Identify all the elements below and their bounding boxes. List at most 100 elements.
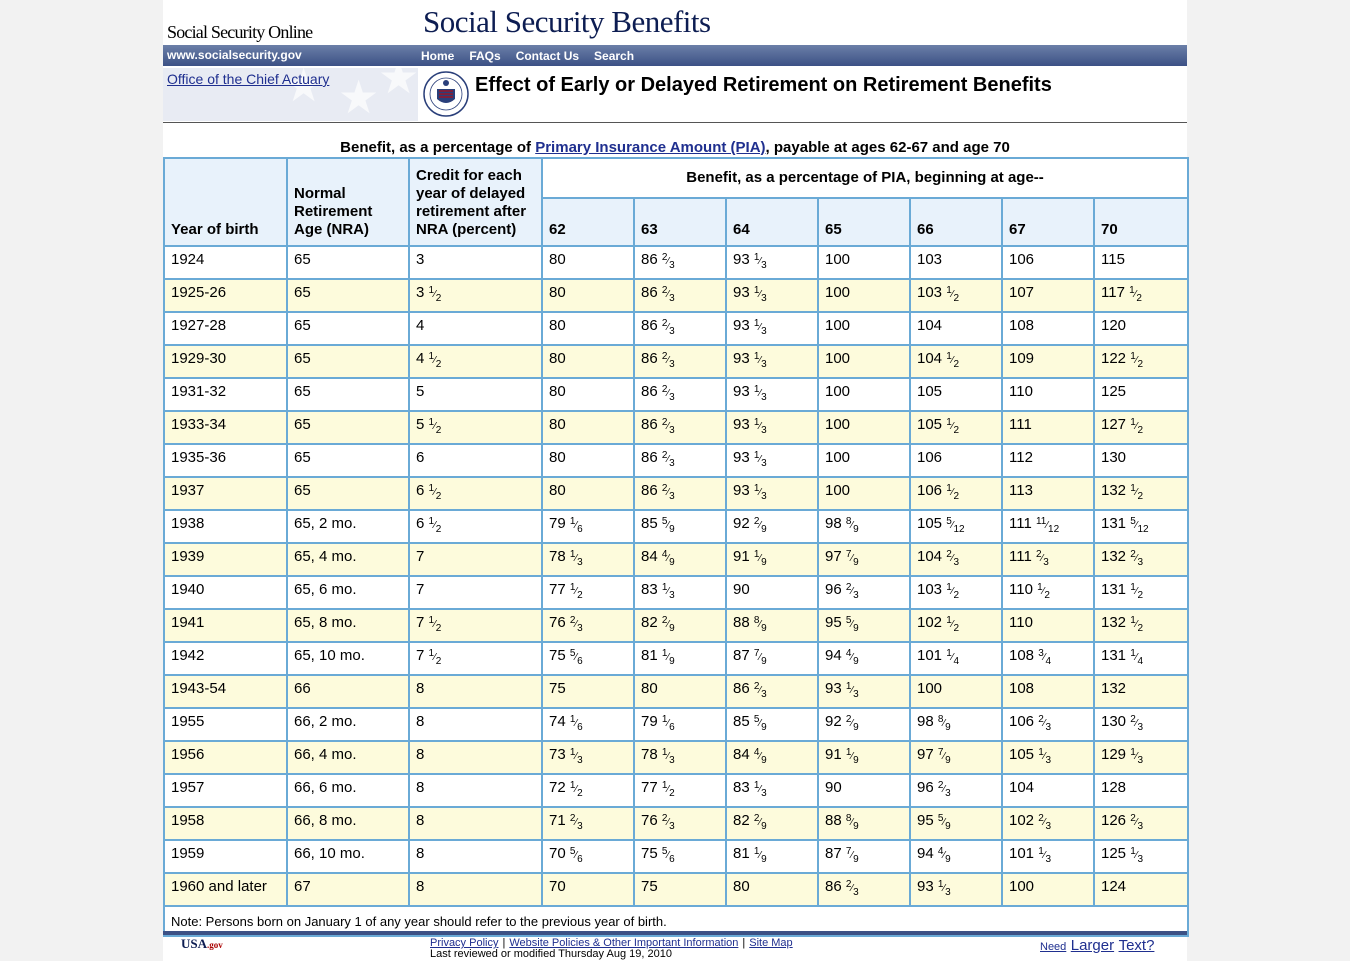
office-link[interactable]: Office of the Chief Actuary [167, 71, 330, 87]
cell-age-67: 107 [1001, 278, 1095, 313]
cell-age-66: 101 1⁄4 [909, 641, 1003, 676]
last-modified: Last reviewed or modified Thursday Aug 1… [430, 948, 672, 960]
cell-nra: 65 [286, 245, 410, 280]
divider [163, 122, 1187, 123]
cell-age-66: 96 2⁄3 [909, 773, 1003, 808]
nav-bar: www.socialsecurity.gov Home FAQs Contact… [163, 45, 1187, 66]
footer-bar [163, 931, 1187, 935]
page: Social Security Online Social Security B… [162, 0, 1190, 961]
cell-age-70: 125 1⁄3 [1092, 839, 1190, 874]
cell-age-70: 122 1⁄2 [1092, 344, 1190, 379]
cell-credit: 6 1⁄2 [408, 509, 543, 544]
cell-year: 1933-34 [163, 410, 288, 445]
table-row: 1958 66, 8 mo. 8 71 2⁄3 76 2⁄3 82 2⁄9 88 8⁄9 95… [163, 806, 1190, 841]
header-age-67: 67 [1001, 197, 1095, 247]
cell-age-64: 93 1⁄3 [725, 443, 819, 478]
cell-credit: 8 [408, 674, 543, 709]
cell-age-63: 86 2⁄3 [633, 245, 727, 280]
cell-age-62: 71 2⁄3 [541, 806, 635, 841]
cell-age-63: 86 2⁄3 [633, 476, 727, 511]
cell-year: 1938 [163, 509, 288, 544]
cell-age-62: 80 [541, 377, 635, 412]
table-row: 1931-32 65 5 80 86 2⁄3 93 1⁄3 100 105 110 125 [163, 377, 1190, 412]
site-map-link[interactable]: Site Map [749, 937, 793, 949]
cell-age-67: 109 [1001, 344, 1095, 379]
cell-age-66: 98 8⁄9 [909, 707, 1003, 742]
cell-age-70: 131 1⁄4 [1092, 641, 1190, 676]
privacy-policy-link[interactable]: Privacy Policy [430, 937, 499, 949]
cell-year: 1924 [163, 245, 288, 280]
cell-age-63: 80 [633, 674, 727, 709]
cell-age-63: 75 5⁄6 [633, 839, 727, 874]
nav-search[interactable]: Search [594, 49, 635, 63]
cell-nra: 66, 6 mo. [286, 773, 410, 808]
cell-age-65: 100 [817, 344, 911, 379]
cell-age-62: 74 1⁄6 [541, 707, 635, 742]
cell-age-70: 120 [1092, 311, 1190, 346]
table-row: 1924 65 3 80 86 2⁄3 93 1⁄3 100 103 106 115 [163, 245, 1190, 280]
cell-age-70: 115 [1092, 245, 1190, 280]
cell-age-67: 111 2⁄3 [1001, 542, 1095, 577]
table-row: 1960 and later 67 8 70 75 80 86 2⁄3 93 1⁄3 100 12… [163, 872, 1190, 907]
cell-age-66: 102 1⁄2 [909, 608, 1003, 643]
cell-credit: 8 [408, 839, 543, 874]
nav-faqs[interactable]: FAQs [469, 49, 501, 63]
header-age-70: 70 [1092, 197, 1190, 247]
nav-contact[interactable]: Contact Us [515, 49, 580, 63]
cell-nra: 65, 6 mo. [286, 575, 410, 610]
site-title: Social Security Benefits [423, 4, 711, 39]
cell-credit: 3 [408, 245, 543, 280]
cell-age-65: 90 [817, 773, 911, 808]
header-benefit-group: Benefit, as a percentage of PIA, beginni… [540, 157, 1190, 199]
usagov-logo[interactable]: USA.gov [181, 936, 223, 952]
cell-nra: 66, 2 mo. [286, 707, 410, 742]
cell-credit: 5 [408, 377, 543, 412]
cell-age-66: 105 [909, 377, 1003, 412]
header-age-64: 64 [725, 197, 819, 247]
cell-year: 1943-54 [163, 674, 288, 709]
cell-age-70: 132 1⁄2 [1092, 476, 1190, 511]
page-heading: Effect of Early or Delayed Retirement on… [475, 74, 1052, 96]
cell-age-65: 86 2⁄3 [817, 872, 911, 907]
cell-age-64: 80 [725, 872, 819, 907]
cell-age-70: 131 1⁄2 [1092, 575, 1190, 610]
cell-age-64: 83 1⁄3 [725, 773, 819, 808]
website-policies-link[interactable]: Website Policies & Other Important Infor… [509, 937, 739, 949]
cell-age-64: 86 2⁄3 [725, 674, 819, 709]
header-age-62: 62 [541, 197, 635, 247]
cell-age-66: 104 1⁄2 [909, 344, 1003, 379]
cell-age-63: 86 2⁄3 [633, 443, 727, 478]
cell-credit: 8 [408, 740, 543, 775]
cell-nra: 65 [286, 377, 410, 412]
cell-age-66: 103 [909, 245, 1003, 280]
cell-age-65: 87 7⁄9 [817, 839, 911, 874]
cell-age-65: 100 [817, 410, 911, 445]
table-row: 1957 66, 6 mo. 8 72 1⁄2 77 1⁄2 83 1⁄3 90 96 2⁄3… [163, 773, 1190, 808]
cell-age-64: 93 1⁄3 [725, 476, 819, 511]
cell-age-66: 106 1⁄2 [909, 476, 1003, 511]
nav-home[interactable]: Home [421, 49, 455, 63]
cell-age-70: 130 2⁄3 [1092, 707, 1190, 742]
cell-age-62: 77 1⁄2 [541, 575, 635, 610]
cell-age-70: 128 [1092, 773, 1190, 808]
cell-age-70: 127 1⁄2 [1092, 410, 1190, 445]
pia-link[interactable]: Primary Insurance Amount (PIA) [535, 139, 766, 156]
cell-age-66: 95 5⁄9 [909, 806, 1003, 841]
cell-age-62: 78 1⁄3 [541, 542, 635, 577]
cell-age-66: 104 [909, 311, 1003, 346]
cell-nra: 65 [286, 278, 410, 313]
cell-age-66: 105 1⁄2 [909, 410, 1003, 445]
cell-credit: 8 [408, 806, 543, 841]
usagov-suffix: .gov [207, 940, 223, 950]
cell-year: 1956 [163, 740, 288, 775]
larger-text-link[interactable]: Need Larger Text? [1040, 937, 1154, 955]
table-row: 1937 65 6 1⁄2 80 86 2⁄3 93 1⁄3 100 106 1⁄2 113 13… [163, 476, 1190, 511]
table-row: 1933-34 65 5 1⁄2 80 86 2⁄3 93 1⁄3 100 105 1⁄2 11… [163, 410, 1190, 445]
cell-age-62: 76 2⁄3 [541, 608, 635, 643]
header-age-63: 63 [633, 197, 727, 247]
cell-credit: 4 1⁄2 [408, 344, 543, 379]
table-row: 1939 65, 4 mo. 7 78 1⁄3 84 4⁄9 91 1⁄9 97 7⁄9 10… [163, 542, 1190, 577]
cell-credit: 8 [408, 707, 543, 742]
cell-nra: 65 [286, 476, 410, 511]
star-decoration-icon: ★ [283, 68, 325, 111]
